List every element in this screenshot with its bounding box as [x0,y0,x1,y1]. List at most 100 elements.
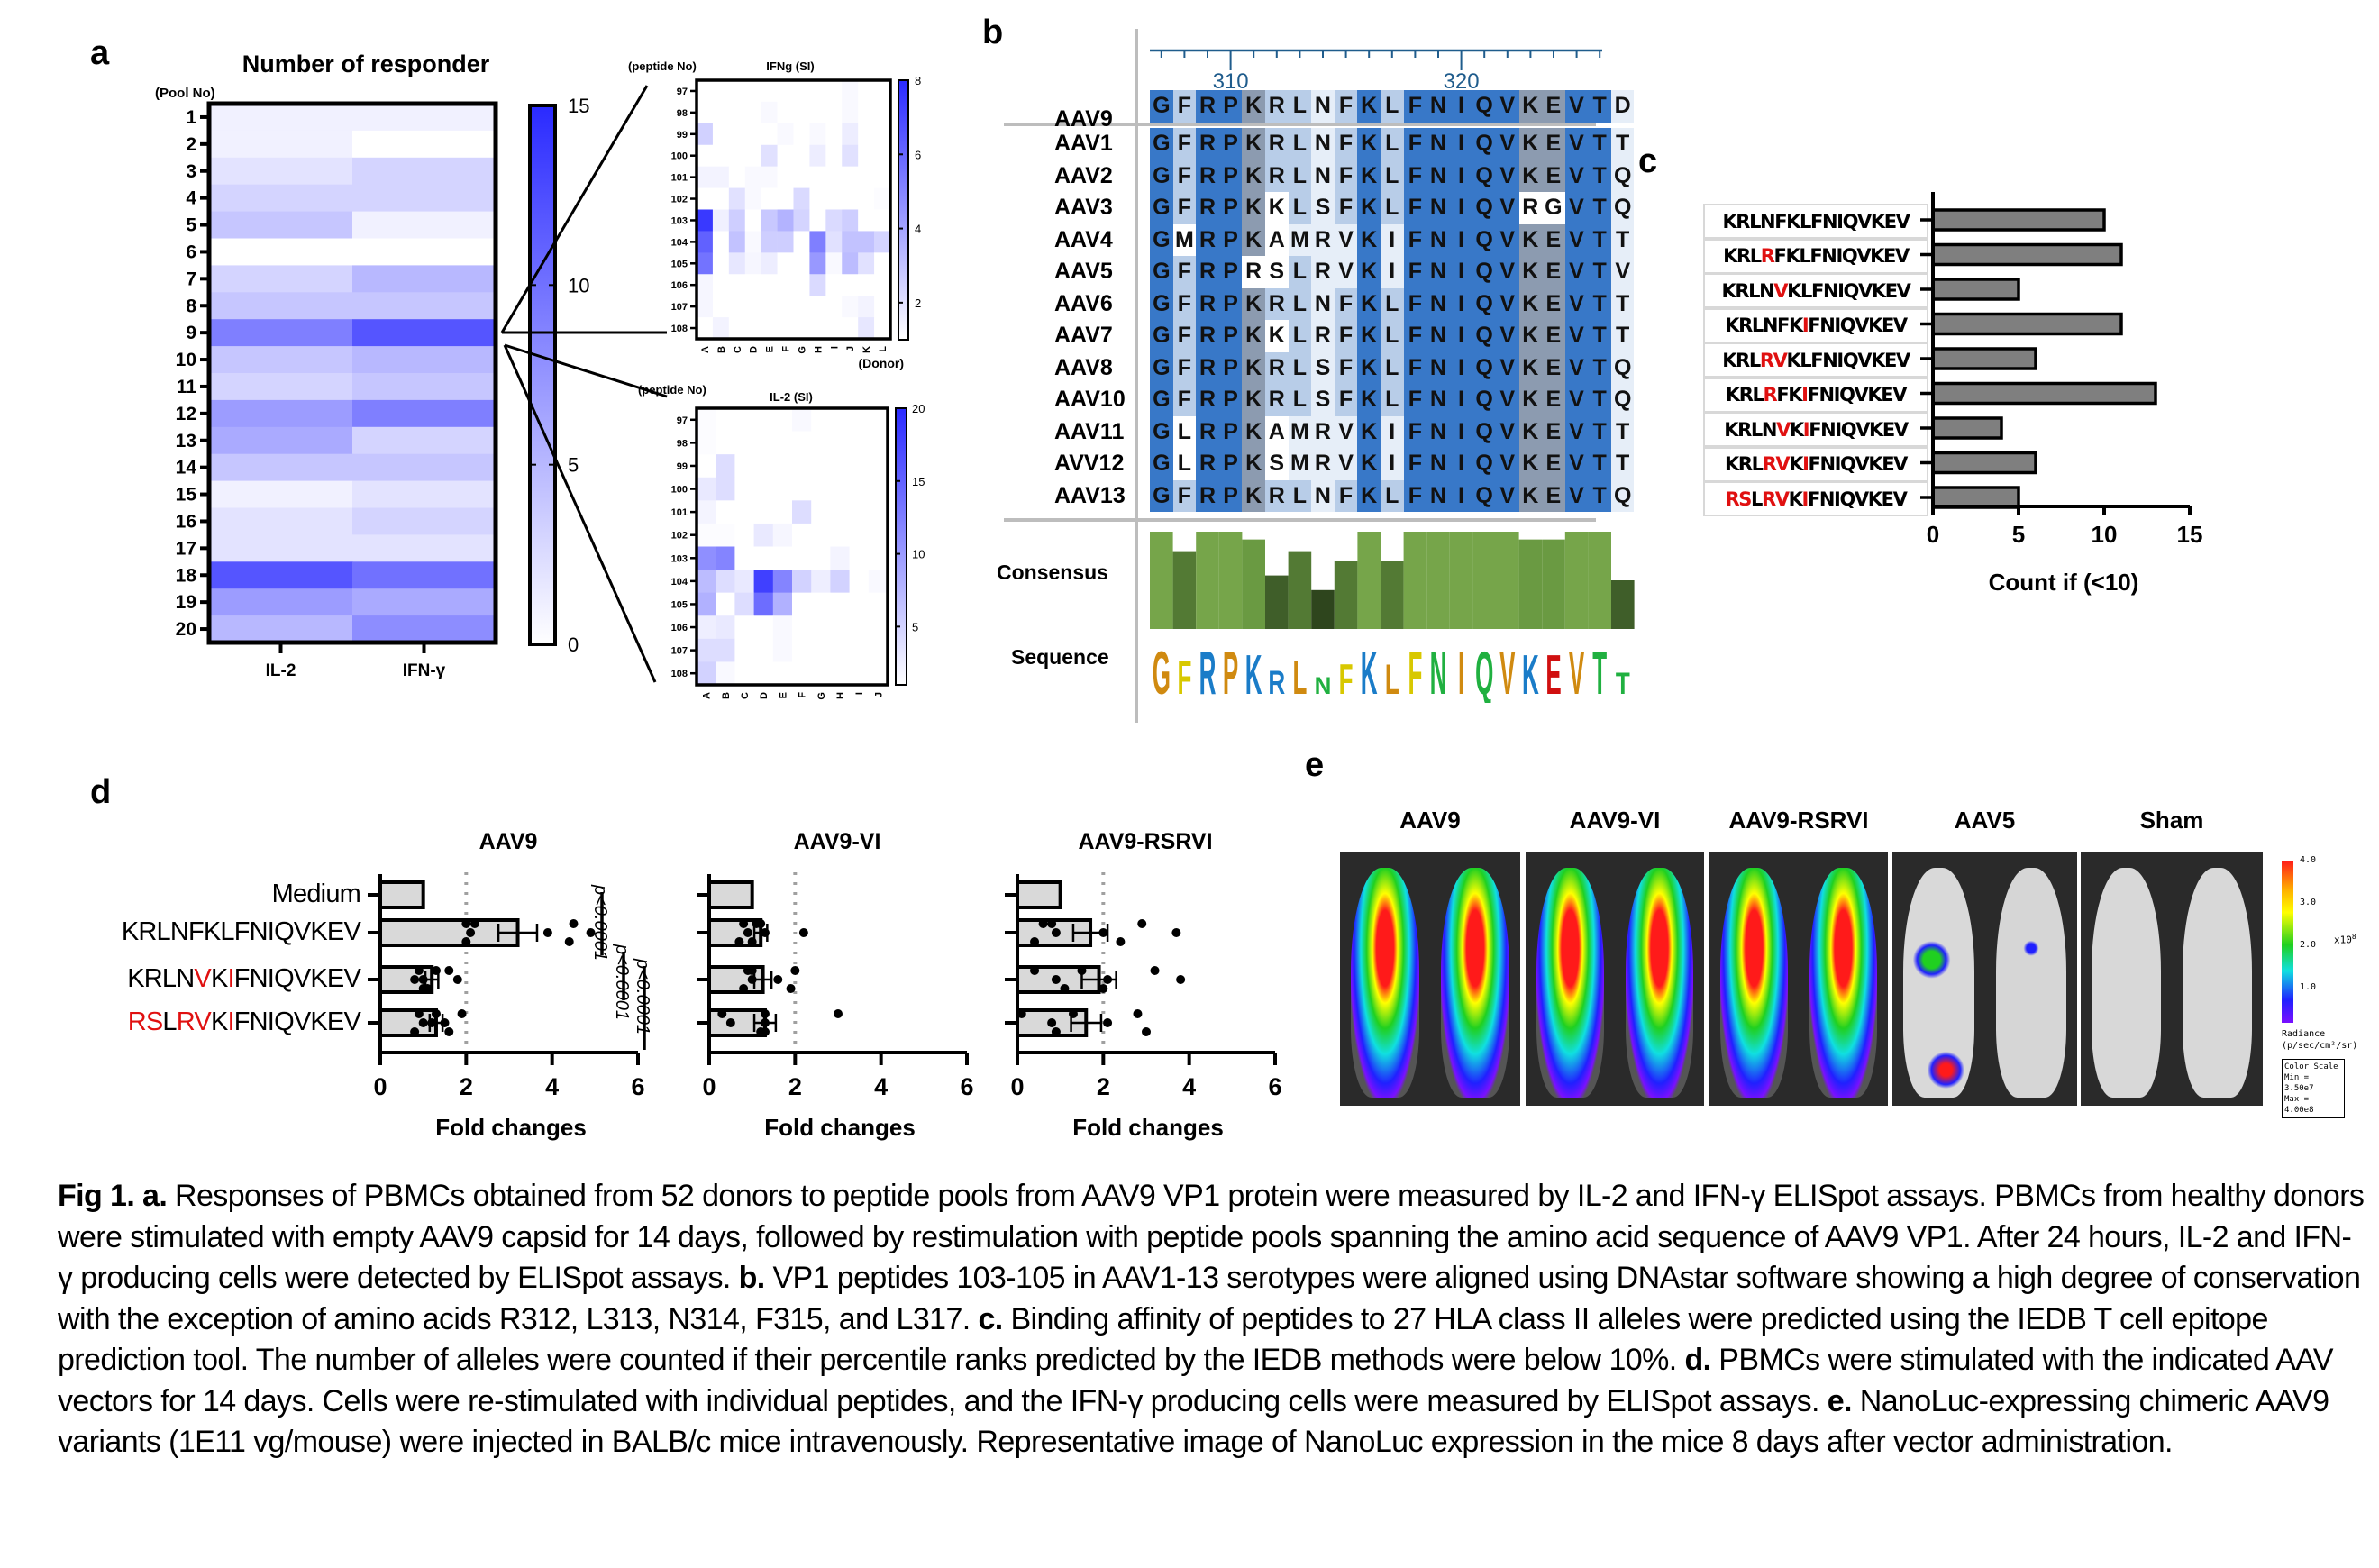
x-tick-label: 4 [874,1073,888,1100]
heatmap-cell [753,523,774,547]
heatmap-cell [792,431,812,455]
pool-tick-label: 11 [177,377,197,397]
heatmap-cell [697,317,714,340]
heatmap-cell [753,638,774,662]
mutated-residue: I [1801,315,1809,336]
heatmap-cell [868,546,889,570]
heatmap-cell [728,166,746,188]
heatmap-cell [728,252,746,275]
heatmap-cell [209,319,353,347]
peptide-row-label: Medium [272,880,361,909]
residue-cell: V [1564,192,1589,224]
heatmap-cell [753,570,774,593]
heatmap-cell [842,274,859,296]
heatmap-cell [811,454,831,479]
x-tick-label: 6 [631,1073,644,1100]
data-point [542,928,552,937]
residue-cell: F [1172,384,1197,416]
cb-tick-label: 10 [912,548,925,561]
residue-cell: V [1495,320,1519,352]
heatmap-cell [209,238,353,266]
cytokine-axis: IL-2 IFN-γ [266,643,446,680]
heatmap-cell [209,292,353,320]
logo-letter: K [1361,639,1378,703]
peptide-tick-label: 102 [671,195,688,205]
residue-cell: Q [1610,384,1635,416]
data-point [747,975,757,984]
residue-cell: Q [1472,192,1496,224]
residue-cell: Q [1472,384,1496,416]
mouse-silhouette [1351,868,1419,1098]
mutated-residue: I [227,1007,234,1036]
residue-cell: K [1518,90,1543,123]
x-tick-label: 0 [1010,1073,1024,1100]
heatmap-cell [793,296,810,318]
heatmap-cell [744,144,761,167]
heatmap-cell [352,453,497,482]
heatmap-cell [811,615,831,640]
residue-cell: L [1172,448,1197,480]
residue-cell: F [1403,448,1427,480]
residue-cell: V [1495,384,1519,416]
heatmap-cell [777,296,794,318]
heatmap-cell [697,431,716,455]
residue-cell: K [1264,192,1289,224]
peptide-tick-label: 103 [671,215,688,226]
bar [378,918,520,947]
heatmap-cell [209,507,353,535]
group-title: AAV9-RSRVI [1728,807,1869,834]
pool-tick-label: 12 [176,404,196,424]
heatmap-cell [792,638,812,662]
mutated-residue: R [1763,384,1778,406]
residue-cell: R [1196,223,1219,256]
heatmap-cell [734,500,754,524]
heatmap-cell [712,317,730,340]
heatmap-cell [874,317,891,340]
residue-cell: V [1334,256,1358,288]
heatmap-cell [209,426,353,455]
alignment-divider [1004,123,1596,126]
heatmap-cell [697,523,716,547]
residue-cell: T [1588,256,1611,288]
heatmap-cell [697,252,714,275]
mutated-residue: RS [1725,488,1753,510]
mutated-residue: V [1776,418,1791,441]
heatmap-cell [830,570,850,593]
consensus-bar [1150,532,1173,629]
data-point [1171,928,1181,937]
bar [1931,451,2037,475]
heatmap-cell [849,500,870,524]
data-point [461,937,471,946]
sequence-name: AVV12 [1054,451,1125,476]
heatmap-cell [734,615,754,640]
heatmap-cell [712,296,730,318]
column-label: IFN-γ [403,661,446,680]
residue-cell: E [1542,448,1565,480]
heatmap-cell [352,292,497,320]
panel-a: Number of responder (Pool No) 1234567891… [155,50,925,700]
heatmap-cell [849,523,870,547]
cb-tick-label: 8 [915,74,921,87]
residue-run: KRLN [127,964,195,993]
cb-tick-label: 15 [568,95,589,117]
heatmap-cell [712,166,730,188]
residue-cell: L [1288,479,1312,512]
residue-cell: L [1288,351,1312,384]
heatmap-cell [830,615,850,640]
residue-cell: P [1218,479,1243,512]
caption-text: Responses of PBMCs obtained from 52 dono… [58,1179,2365,1295]
residue-cell: N [1311,90,1335,123]
heatmap-cell [842,317,859,340]
donor-tick-label: F [798,692,808,698]
logo-letter: F [1339,656,1354,703]
data-point [1051,928,1061,937]
residue-cell: R [1264,160,1289,192]
residue-cell: L [1288,320,1312,352]
peptide-label-box: KRLN V K I FNIQVKEV [1703,412,1928,447]
residue-cell: P [1218,223,1243,256]
data-point [725,1018,735,1027]
data-point [1047,1018,1057,1027]
heatmap-cell [792,500,812,524]
